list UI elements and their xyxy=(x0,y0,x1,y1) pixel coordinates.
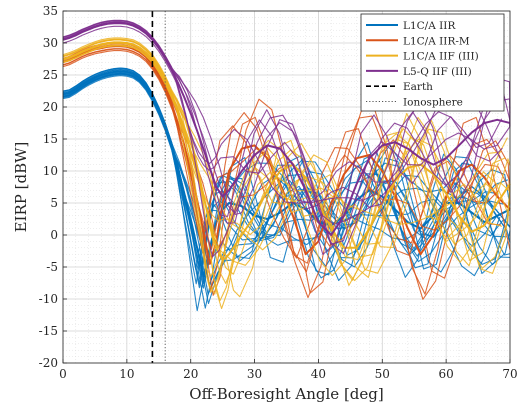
legend: L1C/A IIR L1C/A IIR-M L1C/A IIF (III) L5-Q … xyxy=(360,13,505,112)
y-tick-label: -5 xyxy=(46,260,58,274)
legend-box xyxy=(360,13,505,112)
series-line-1-variant xyxy=(62,69,504,289)
x-tick-label: 70 xyxy=(502,367,517,381)
y-tick-label: 5 xyxy=(50,196,58,210)
series-line-1-variant xyxy=(62,73,509,278)
series-1 xyxy=(62,67,511,312)
legend-label: L1C/A IIR xyxy=(403,20,456,32)
y-tick-label: 15 xyxy=(43,132,58,146)
series-line-1-variant xyxy=(62,71,511,309)
ticks xyxy=(62,10,511,364)
legend-entries: L1C/A IIR L1C/A IIR-M L1C/A IIF (III) L5-Q … xyxy=(366,20,479,109)
x-tick-label: 60 xyxy=(439,367,454,381)
x-tick-label: 50 xyxy=(375,367,390,381)
x-axis-label: Off-Boresight Angle [deg] xyxy=(189,385,383,403)
x-tick-labels: 0 10 20 30 40 50 60 70 xyxy=(59,367,517,381)
y-tick-label: -20 xyxy=(39,356,58,370)
x-tick-label: 10 xyxy=(119,367,134,381)
plot-frame xyxy=(62,10,511,364)
legend-label: L1C/A IIF (III) xyxy=(403,51,479,63)
series-line-1-variant xyxy=(62,73,511,290)
y-tick-label: 25 xyxy=(43,68,58,82)
y-tick-label: 10 xyxy=(43,164,58,178)
reference-lines xyxy=(151,11,166,363)
legend-label: L5-Q IIF (III) xyxy=(403,66,472,78)
series-line-4-variant xyxy=(62,25,501,258)
y-axis-label: EIRP [dBW] xyxy=(12,142,30,233)
x-tick-label: 30 xyxy=(247,367,262,381)
y-tick-label: 30 xyxy=(43,36,58,50)
y-tick-label: -10 xyxy=(39,292,58,306)
legend-label: Earth xyxy=(403,81,433,93)
series-layer xyxy=(62,19,511,312)
x-tick-label: 20 xyxy=(183,367,198,381)
x-tick-label: 40 xyxy=(311,367,326,381)
series-line-4-variant xyxy=(62,20,511,245)
y-tick-label: 35 xyxy=(43,4,58,18)
legend-label: L1C/A IIR-M xyxy=(403,35,470,47)
y-tick-label: 20 xyxy=(43,100,58,114)
series-line-3-variant xyxy=(62,39,499,277)
y-tick-label: -15 xyxy=(39,324,58,338)
series-3 xyxy=(62,37,511,310)
legend-label: Ionosphere xyxy=(403,97,463,109)
y-tick-labels: -20 -15 -10 -5 0 5 10 15 20 25 30 35 xyxy=(39,4,58,370)
y-tick-label: 0 xyxy=(50,228,58,242)
x-tick-label: 0 xyxy=(59,367,67,381)
series-line-3-variant xyxy=(62,45,501,266)
